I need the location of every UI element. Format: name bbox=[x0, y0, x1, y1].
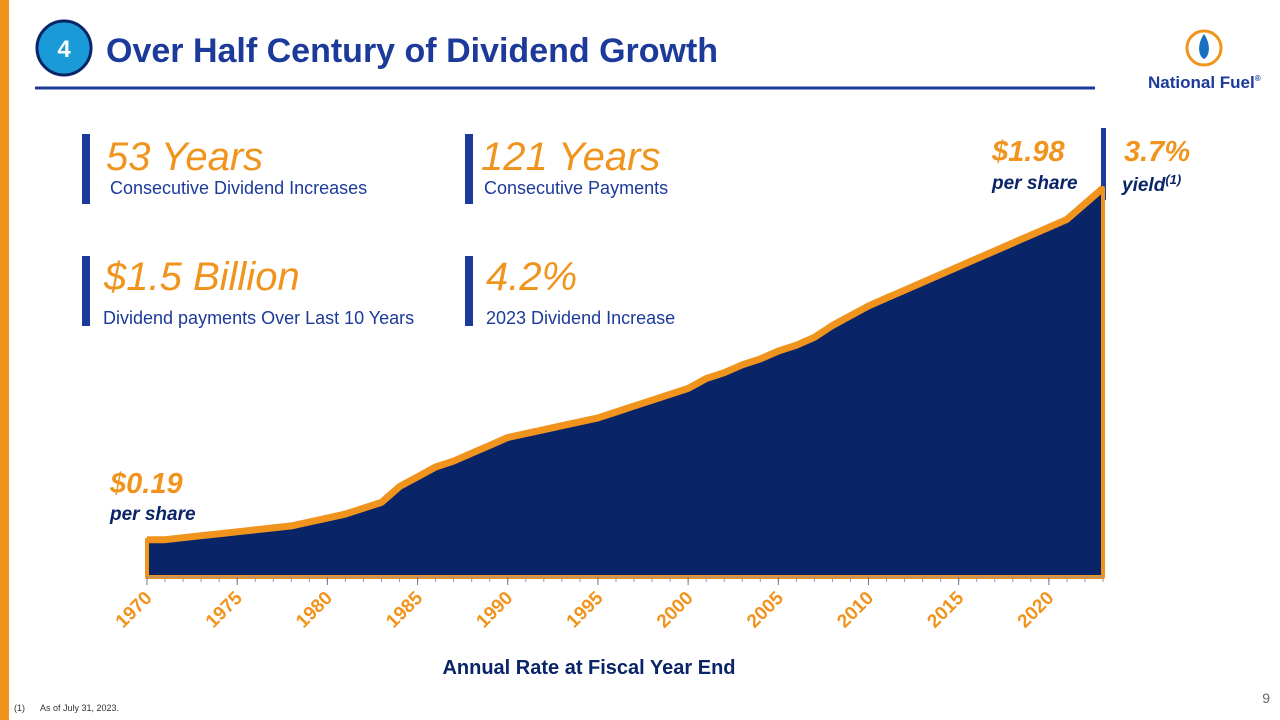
page-number: 9 bbox=[1262, 690, 1270, 706]
logo-text: National Fuel® bbox=[1148, 73, 1261, 92]
x-tick-label: 1970 bbox=[112, 588, 157, 633]
stat-label: Dividend payments Over Last 10 Years bbox=[103, 308, 414, 328]
stat-value: $1.5 Billion bbox=[103, 255, 300, 299]
yield-note: (1) bbox=[1165, 172, 1181, 187]
x-tick-label: 2015 bbox=[923, 587, 968, 632]
x-tick-label: 1985 bbox=[382, 587, 427, 632]
x-axis-label: Annual Rate at Fiscal Year End bbox=[442, 657, 735, 679]
stat-value: 4.2% bbox=[486, 255, 577, 299]
badge bbox=[35, 19, 93, 77]
x-tick-label: 2010 bbox=[833, 588, 878, 633]
stat-bar bbox=[465, 134, 473, 204]
stat-label: 2023 Dividend Increase bbox=[486, 308, 675, 328]
x-tick-label: 1975 bbox=[202, 587, 247, 632]
area-line bbox=[147, 185, 1106, 544]
divider bbox=[1101, 128, 1106, 200]
footnote: As of July 31, 2023. bbox=[40, 703, 119, 713]
logo: National Fuel® bbox=[1148, 29, 1261, 92]
badge-number: 4 bbox=[57, 36, 71, 63]
annotation-unit: per share bbox=[109, 504, 196, 525]
logo-flame bbox=[1199, 34, 1209, 59]
yield-label: yield bbox=[1121, 175, 1166, 196]
stat-value: 53 Years bbox=[106, 135, 263, 179]
annotation-value: $0.19 bbox=[109, 468, 183, 500]
logo-name: National Fuel bbox=[1148, 73, 1255, 92]
accent-bar bbox=[0, 0, 9, 720]
logo-registered: ® bbox=[1255, 74, 1261, 83]
stat-value: 121 Years bbox=[481, 135, 660, 179]
x-tick-label: 1980 bbox=[292, 588, 337, 633]
stat-bar bbox=[82, 256, 90, 326]
slide-title: Over Half Century of Dividend Growth bbox=[106, 32, 718, 70]
x-tick-label: 1995 bbox=[563, 587, 608, 632]
annotation-unit: per share bbox=[991, 173, 1078, 194]
stat-label: Consecutive Payments bbox=[484, 178, 668, 198]
stat-bar bbox=[82, 134, 90, 204]
x-tick-label: 1990 bbox=[473, 588, 518, 633]
x-tick-label: 2020 bbox=[1014, 588, 1059, 633]
annotation-value: $1.98 bbox=[991, 136, 1065, 168]
stat-bar bbox=[465, 256, 473, 326]
footnote-marker: (1) bbox=[14, 703, 25, 713]
area-fill bbox=[145, 186, 1105, 579]
annotation-label: yield(1) bbox=[1121, 172, 1181, 196]
stat-label: Consecutive Dividend Increases bbox=[110, 178, 367, 198]
x-tick-label: 2000 bbox=[653, 588, 698, 633]
x-tick-label: 2005 bbox=[743, 587, 788, 632]
annotation-value: 3.7% bbox=[1124, 136, 1190, 168]
